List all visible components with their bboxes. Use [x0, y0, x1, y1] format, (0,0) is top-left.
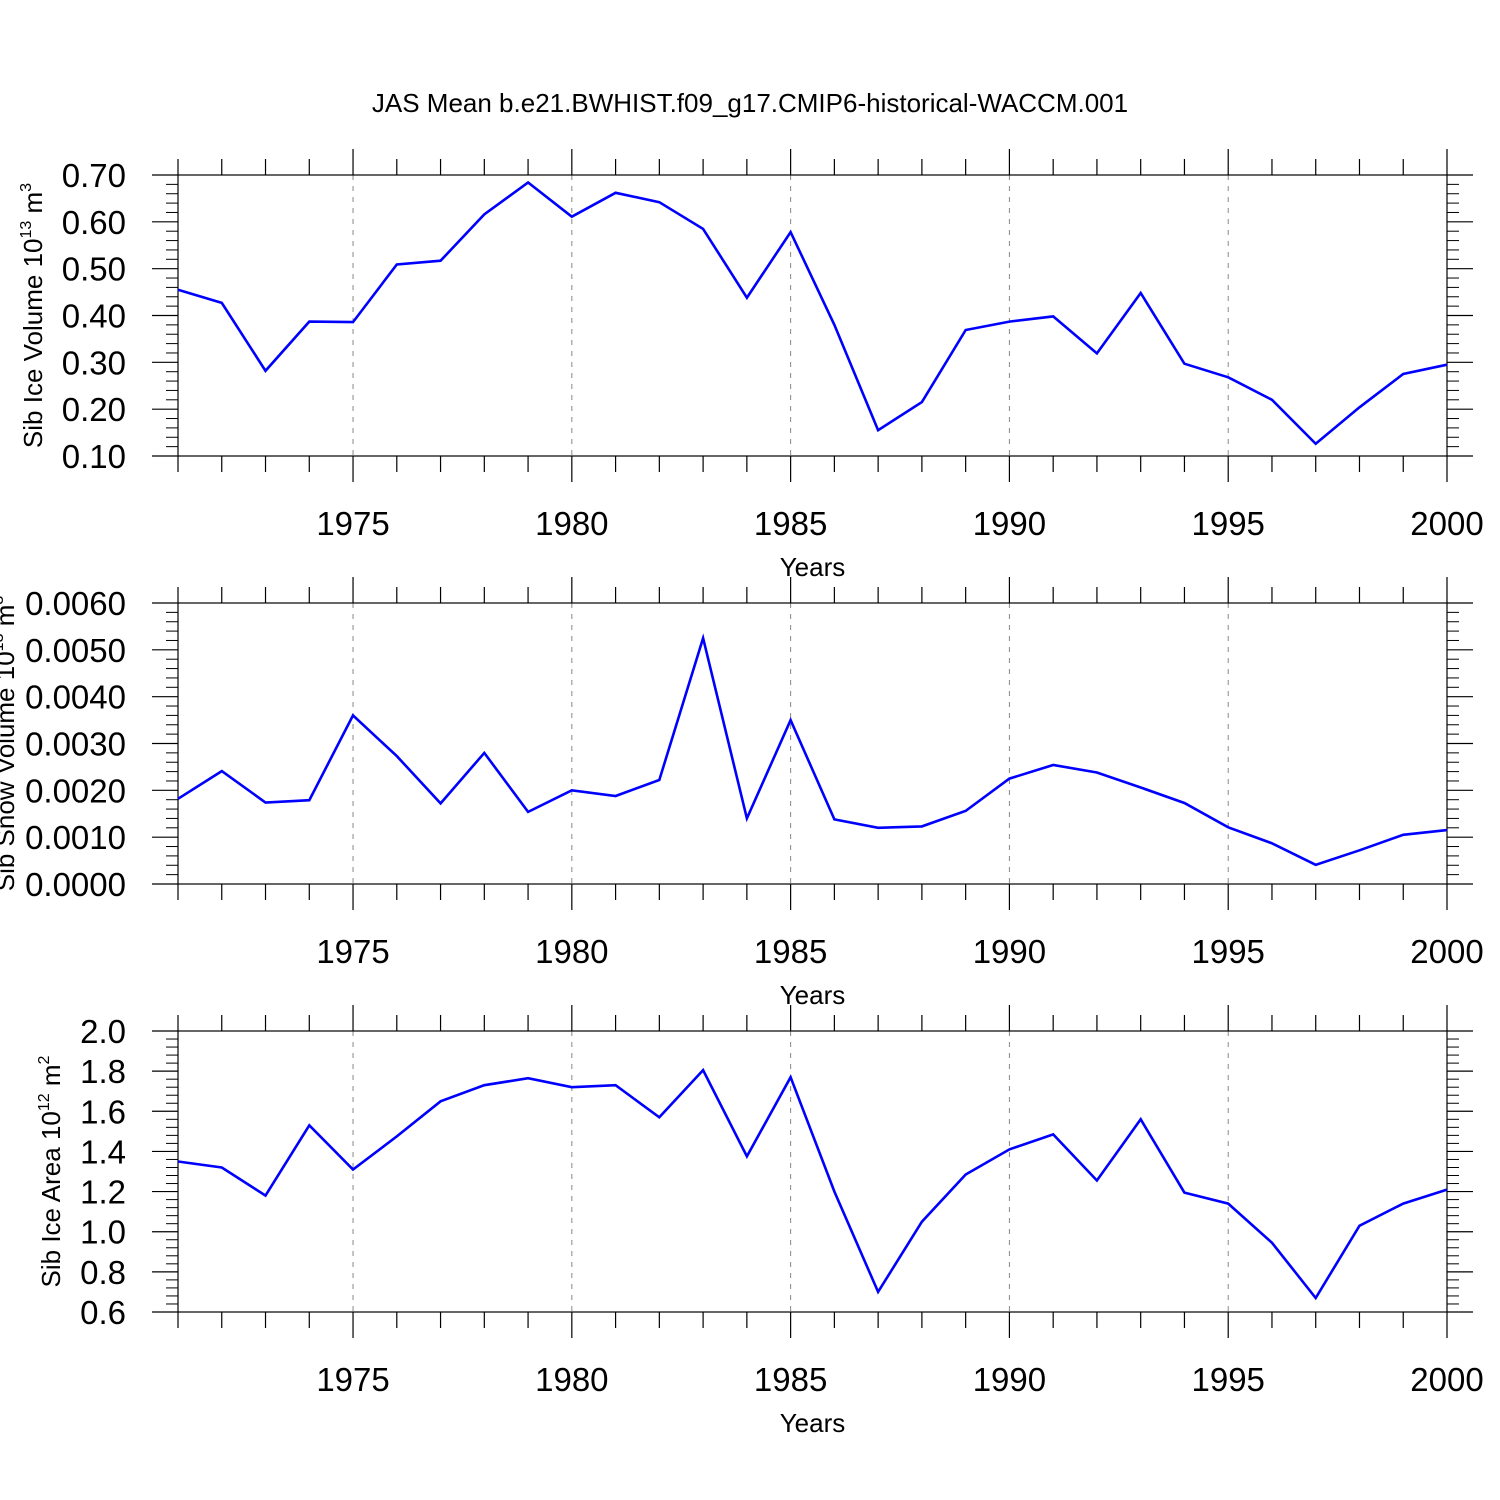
y-tick-label: 2.0	[80, 1013, 126, 1050]
panel-snow-volume: 0.0000 0.0010 0.0020 0.0030 0.0040 0.0050 0.00…	[0, 577, 1484, 1010]
series-line	[177, 633, 1448, 867]
y-tick-label: 1.4	[80, 1133, 126, 1170]
y-tick-label: 0.60	[62, 204, 126, 241]
plot-frame	[177, 174, 1448, 457]
x-tick-label: 1985	[754, 1361, 827, 1398]
x-tick-label: 1980	[535, 1361, 608, 1398]
y-tick-label: 0.6	[80, 1294, 126, 1331]
y-axis-label: Sib Snow Volume 1013 m3	[0, 596, 20, 892]
x-tick-label: 1990	[973, 933, 1046, 970]
x-tick-label: 2000	[1410, 1361, 1483, 1398]
y-tick-label: 0.0000	[25, 866, 126, 903]
y-tick-label: 0.0060	[25, 585, 126, 622]
x-tick-label: 1980	[535, 933, 608, 970]
panel-ice-volume: 0.10 0.20 0.30 0.40 0.50 0.60 0.70 1975 1980 1985…	[18, 149, 1484, 582]
series-line	[177, 180, 1448, 446]
y-tick-label: 0.0030	[25, 726, 126, 763]
x-tick-label: 1980	[535, 505, 608, 542]
y-tick-label: 1.0	[80, 1214, 126, 1251]
x-tick-label: 1975	[316, 933, 389, 970]
x-axis-label: Years	[780, 1408, 846, 1438]
y-tick-label: 0.0010	[25, 819, 126, 856]
y-tick-label: 0.30	[62, 344, 126, 381]
plot-frame	[177, 602, 1448, 885]
x-tick-label: 2000	[1410, 933, 1483, 970]
x-tick-label: 1995	[1191, 1361, 1264, 1398]
y-tick-label: 0.70	[62, 157, 126, 194]
y-tick-label: 0.0020	[25, 772, 126, 809]
y-tick-label: 1.6	[80, 1093, 126, 1130]
x-tick-label: 1985	[754, 933, 827, 970]
x-tick-label: 1975	[316, 1361, 389, 1398]
y-tick-label: 0.50	[62, 251, 126, 288]
x-tick-label: 1995	[1191, 933, 1264, 970]
series-line	[177, 1067, 1448, 1301]
y-tick-label: 0.8	[80, 1254, 126, 1291]
y-axis-label: Sib Ice Volume 1013 m3	[18, 183, 48, 448]
y-tick-label: 0.20	[62, 391, 126, 428]
y-tick-label: 0.40	[62, 298, 126, 335]
x-tick-label: 1990	[973, 505, 1046, 542]
y-tick-label: 0.0050	[25, 632, 126, 669]
y-tick-label: 0.0040	[25, 679, 126, 716]
y-tick-label: 1.2	[80, 1174, 126, 1211]
y-tick-label: 0.10	[62, 438, 126, 475]
x-axis-label: Years	[780, 552, 846, 582]
panel-ice-area: 0.60.81.01.2 1.41.61.82.0 1975 1980 1985 1990…	[36, 1005, 1484, 1438]
x-tick-label: 1990	[973, 1361, 1046, 1398]
x-tick-label: 1975	[316, 505, 389, 542]
y-axis-label: Sib Ice Area 1012 m2	[36, 1055, 66, 1287]
chart-title: JAS Mean b.e21.BWHIST.f09_g17.CMIP6-hist…	[372, 88, 1128, 118]
x-tick-label: 2000	[1410, 505, 1483, 542]
y-tick-label: 1.8	[80, 1053, 126, 1090]
x-axis-label: Years	[780, 980, 846, 1010]
plot-frame	[177, 1030, 1448, 1313]
x-tick-label: 1995	[1191, 505, 1264, 542]
x-tick-label: 1985	[754, 505, 827, 542]
